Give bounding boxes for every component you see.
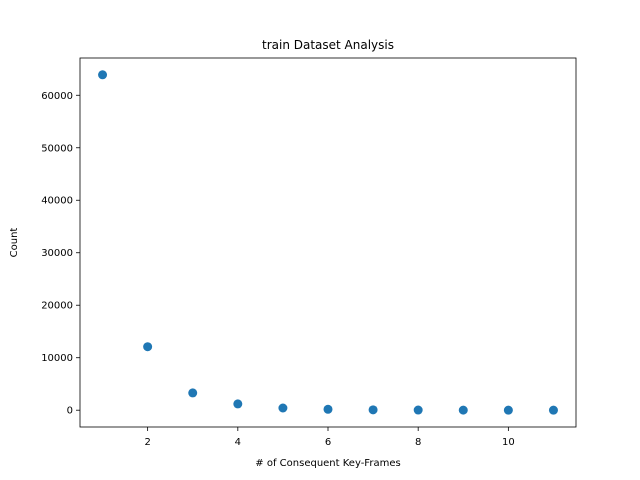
data-point (278, 403, 288, 413)
data-point (143, 342, 153, 352)
data-point (98, 70, 108, 80)
y-tick-label: 50000 (41, 143, 73, 154)
data-point (548, 405, 558, 415)
chart-title: train Dataset Analysis (262, 38, 394, 52)
plot-area (98, 70, 558, 415)
y-tick-label: 0 (67, 406, 73, 417)
x-tick-label: 2 (144, 437, 150, 448)
y-tick-label: 40000 (41, 196, 73, 207)
x-tick-label: 6 (325, 437, 331, 448)
y-tick-label: 10000 (41, 353, 73, 364)
data-point (413, 405, 423, 415)
y-axis-label: Count (9, 228, 20, 258)
data-point (503, 405, 513, 415)
x-tick-label: 8 (415, 437, 421, 448)
y-tick-label: 30000 (41, 248, 73, 259)
y-tick-label: 60000 (41, 91, 73, 102)
data-point (323, 404, 333, 414)
x-axis: 2 4 6 8 10 (144, 427, 515, 448)
data-point (368, 405, 378, 415)
data-point (233, 399, 243, 409)
data-point (458, 405, 468, 415)
x-tick-label: 10 (502, 437, 515, 448)
data-point (188, 388, 198, 398)
y-tick-label: 20000 (41, 301, 73, 312)
x-tick-label: 4 (235, 437, 241, 448)
x-axis-label: # of Consequent Key-Frames (255, 458, 400, 469)
y-axis: 0 10000 20000 30000 40000 50000 60000 (41, 91, 80, 417)
